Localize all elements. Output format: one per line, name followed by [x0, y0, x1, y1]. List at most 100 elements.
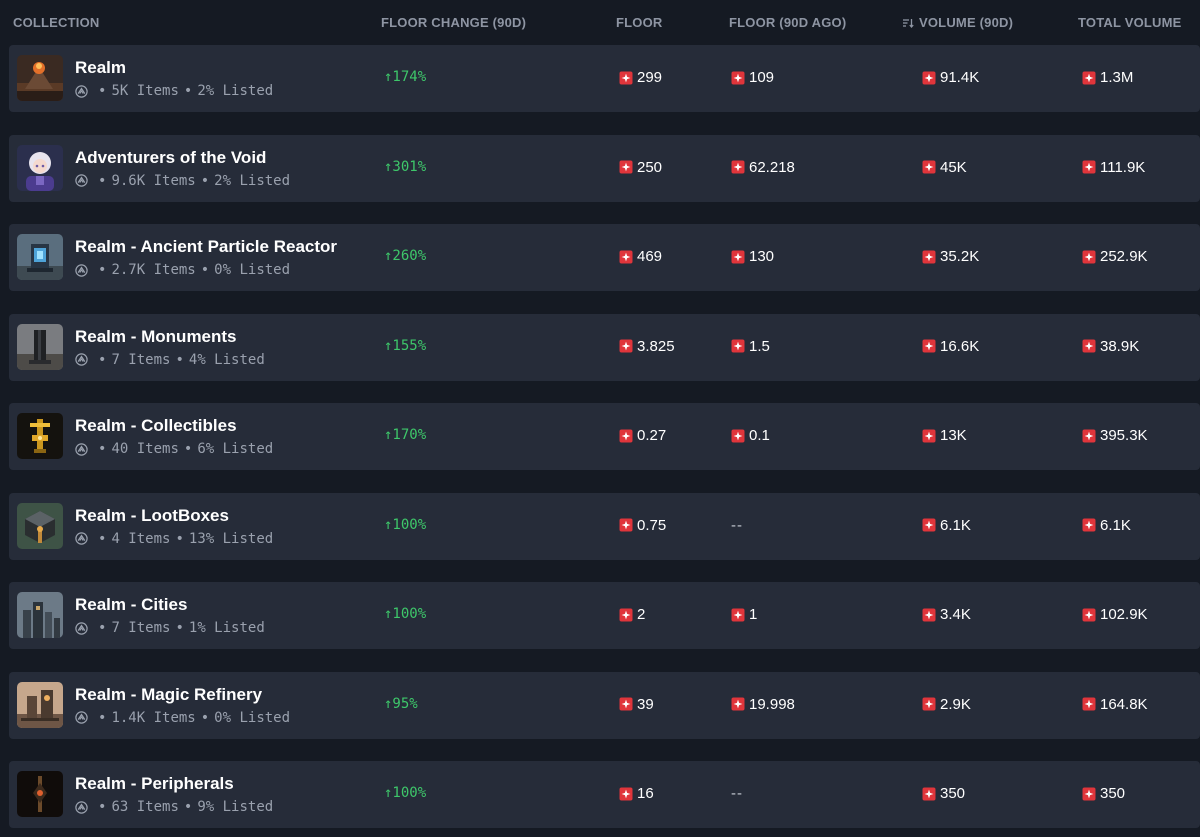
table-row[interactable]: Realm - Cities • 7 Items • 1% Listed ↑100% 2 1 3…: [9, 582, 1200, 649]
header-volume[interactable]: VOLUME (90D): [902, 15, 1013, 30]
floor-90d-ago: 62.218: [731, 159, 795, 176]
floor-change: ↑95%: [384, 695, 418, 712]
collection-meta: • 7 Items • 1% Listed: [75, 620, 265, 636]
total-volume-value: 102.9K: [1100, 606, 1148, 623]
total-volume: 252.9K: [1082, 248, 1148, 265]
table-row[interactable]: Realm - LootBoxes • 4 Items • 13% Listed ↑100…: [9, 492, 1200, 560]
collection-name[interactable]: Realm - Magic Refinery: [75, 684, 263, 704]
floor-90d-ago-value: 109: [749, 69, 775, 86]
separator-dot: •: [98, 441, 107, 457]
separator-dot: •: [200, 709, 210, 726]
token-icon: [731, 697, 745, 711]
volume-90d: 91.4K: [922, 69, 979, 86]
header-floor[interactable]: FLOOR: [616, 15, 663, 30]
floor-90d-ago: 1: [731, 606, 757, 623]
total-volume: 395.3K: [1082, 427, 1148, 444]
table-row[interactable]: Realm - Ancient Particle Reactor • 2.7K It…: [9, 224, 1200, 291]
floor-price-value: 16: [637, 785, 654, 802]
header-total-volume[interactable]: TOTAL VOLUME: [1078, 15, 1182, 30]
table-row[interactable]: Adventurers of the Void • 9.6K Items • 2% Li…: [9, 134, 1200, 202]
collection-name[interactable]: Realm - Ancient Particle Reactor: [75, 237, 338, 256]
collection-name[interactable]: Realm - Collectibles: [75, 416, 237, 435]
table-row[interactable]: Realm - Monuments • 7 Items • 4% Listed ↑155%…: [9, 313, 1200, 381]
collection-name[interactable]: Realm - LootBoxes: [75, 505, 229, 525]
token-icon: [619, 160, 633, 174]
floor-price: 39: [619, 696, 654, 713]
token-icon: [1082, 160, 1096, 174]
collection-thumbnail-city[interactable]: [17, 592, 63, 638]
collection-meta: • 9.6K Items • 2% Listed: [75, 173, 290, 189]
floor-90d-ago-value: --: [731, 785, 743, 802]
floor-90d-ago-value: 19.998: [749, 695, 795, 713]
volume-90d: 350: [922, 785, 965, 802]
header-floor-change[interactable]: FLOOR CHANGE (90D): [381, 15, 527, 30]
separator-dot: •: [183, 441, 193, 457]
collection-thumbnail-refinery[interactable]: [17, 681, 63, 728]
collection-thumbnail-loot-box[interactable]: [17, 502, 63, 549]
token-icon: [731, 71, 745, 85]
floor-90d-ago-value: 130: [749, 248, 775, 265]
collection-thumbnail-anime-character[interactable]: [17, 144, 63, 191]
volume-90d-value: 6.1K: [940, 516, 971, 534]
token-icon: [619, 518, 633, 532]
separator-dot: •: [200, 262, 210, 278]
collection-meta: • 1.4K Items • 0% Listed: [75, 710, 290, 726]
collection-name[interactable]: Adventurers of the Void: [75, 147, 267, 167]
floor-change: ↑155%: [384, 337, 427, 354]
sort-descending-icon: [902, 17, 914, 29]
collection-name[interactable]: Realm - Cities: [75, 595, 188, 614]
item-count: 63 Items: [111, 799, 179, 815]
separator-dot: •: [98, 351, 107, 368]
table-header: COLLECTION FLOOR CHANGE (90D) FLOOR FLOO…: [0, 0, 1200, 44]
total-volume: 6.1K: [1082, 517, 1131, 534]
item-count: 4 Items: [111, 530, 171, 547]
table-row[interactable]: Realm - Peripherals • 63 Items • 9% Listed ↑1…: [9, 761, 1200, 828]
table-body: Realm • 5K Items • 2% Listed ↑174% 299 109 91.4K…: [9, 45, 1200, 837]
collection-name[interactable]: Realm - Peripherals: [75, 774, 234, 793]
floor-price-value: 0.27: [637, 427, 667, 444]
floor-price: 469: [619, 248, 662, 265]
separator-dot: •: [98, 172, 107, 189]
floor-price-value: 2: [637, 606, 646, 623]
floor-change: ↑260%: [384, 248, 427, 264]
item-count: 1.4K Items: [111, 709, 196, 726]
volume-90d-value: 3.4K: [940, 606, 971, 623]
token-icon: [922, 518, 936, 532]
collection-meta: • 7 Items • 4% Listed: [75, 352, 265, 368]
item-count: 5K Items: [111, 83, 179, 99]
collection-meta: • 40 Items • 6% Listed: [75, 441, 273, 457]
volume-90d-value: 16.6K: [940, 337, 980, 355]
listed-percent: 6% Listed: [197, 441, 274, 457]
total-volume: 111.9K: [1082, 159, 1145, 176]
token-icon: [731, 339, 745, 353]
header-collection[interactable]: COLLECTION: [13, 15, 100, 30]
separator-dot: •: [183, 799, 193, 815]
chain-icon: [75, 621, 88, 635]
separator-dot: •: [175, 530, 184, 547]
collection-thumbnail-peripheral[interactable]: [17, 771, 63, 817]
collection-thumbnail-golden-totem[interactable]: [17, 413, 63, 459]
separator-dot: •: [98, 799, 107, 815]
chain-icon: [75, 711, 88, 724]
floor-change: ↑100%: [384, 606, 427, 622]
collection-meta: • 5K Items • 2% Listed: [75, 83, 273, 99]
table-row[interactable]: Realm • 5K Items • 2% Listed ↑174% 299 109 91.4K…: [9, 45, 1200, 112]
item-count: 7 Items: [111, 351, 171, 368]
listed-percent: 2% Listed: [197, 83, 274, 99]
collection-thumbnail-reactor[interactable]: [17, 234, 63, 280]
collection-thumbnail-monument[interactable]: [17, 323, 63, 370]
token-icon: [731, 429, 745, 443]
listed-percent: 2% Listed: [214, 172, 291, 189]
table-row[interactable]: Realm - Magic Refinery • 1.4K Items • 0% Lis…: [9, 671, 1200, 739]
collection-meta: • 4 Items • 13% Listed: [75, 531, 273, 547]
collection-name[interactable]: Realm - Monuments: [75, 326, 237, 346]
volume-90d: 3.4K: [922, 606, 971, 623]
header-floor-90d-ago[interactable]: FLOOR (90D AGO): [729, 15, 847, 30]
table-row[interactable]: Realm - Collectibles • 40 Items • 6% Listed ↑…: [9, 403, 1200, 470]
floor-price-value: 469: [637, 248, 663, 265]
collection-thumbnail-volcano[interactable]: [17, 55, 63, 101]
collection-name[interactable]: Realm: [75, 58, 127, 77]
volume-90d-value: 45K: [940, 158, 967, 176]
token-icon: [922, 160, 936, 174]
volume-90d: 16.6K: [922, 338, 979, 355]
